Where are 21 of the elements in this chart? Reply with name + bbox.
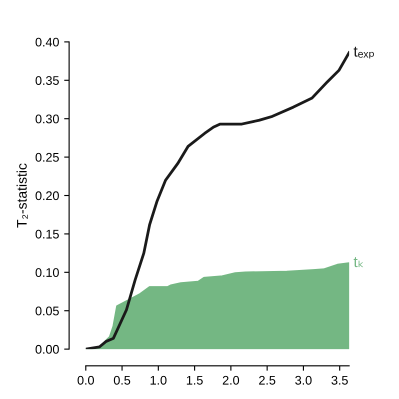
x-tick-label: 0.0 [78,376,94,385]
y-tick-label: 0.00 [36,344,59,354]
y-tick-label: 0.10 [36,268,59,277]
y-tick-label: 0.40 [36,38,59,47]
y-axis-title: T₂-statistic [16,163,28,228]
x-tick-label: 1.5 [186,376,203,385]
series-label: tₑₓₚ [354,46,374,58]
y-tick-label: 0.25 [36,152,59,162]
x-tick-label: 3.5 [331,376,348,385]
y-tick-label: 0.35 [36,76,59,85]
x-tick-label: 0.5 [114,376,130,385]
x-tick-label: 2.0 [222,376,240,385]
y-tick-label: 0.30 [36,114,59,124]
line-series [86,51,350,350]
y-tick-label: 0.05 [36,306,59,316]
x-tick-label: 3.0 [295,376,312,385]
x-tick-label: 2.5 [259,376,276,385]
y-tick-label: 0.15 [36,230,59,239]
y-tick-label: 0.20 [36,191,59,200]
series-label: tₖ [354,257,364,268]
x-tick-label: 1.0 [150,376,167,385]
